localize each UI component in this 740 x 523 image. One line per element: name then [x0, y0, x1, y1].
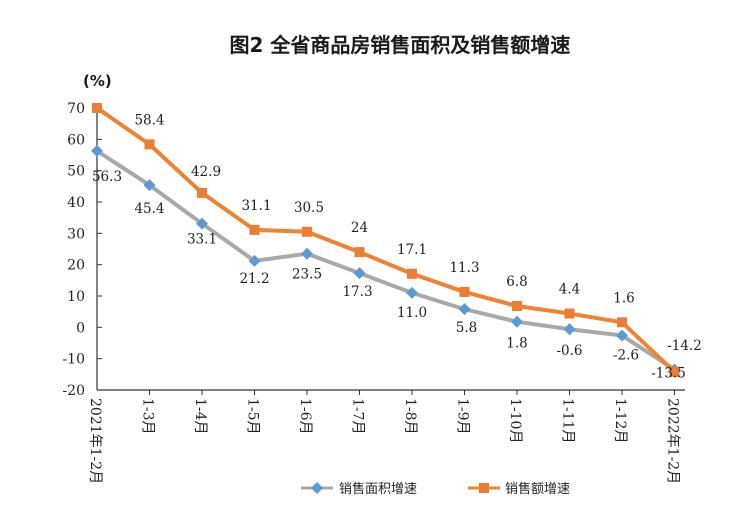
x-tick-label: 2022年1-2月 [665, 398, 681, 484]
y-tick-label: 70 [67, 101, 85, 117]
sales-amount-data-label: 58.4 [134, 112, 164, 128]
sales-area-point [458, 303, 471, 316]
sales-area-point [248, 254, 261, 267]
x-tick-label: 1-4月 [192, 398, 208, 435]
x-tick-label: 1-3月 [140, 398, 156, 435]
x-tick-label: 1-11月 [560, 398, 576, 443]
sales-area-data-label: 33.1 [187, 232, 217, 248]
sales-area-data-label: -0.6 [556, 343, 582, 359]
sales-area-data-label: 45.4 [134, 201, 164, 217]
sales-amount-data-label: 11.3 [449, 260, 479, 276]
sales-area-data-label: -2.6 [613, 347, 639, 363]
sales-area-data-label: 23.5 [292, 267, 322, 283]
x-tick-label: 1-12月 [612, 398, 628, 443]
sales-amount-point [354, 247, 365, 258]
sales-amount-data-label: 24 [351, 220, 368, 236]
legend-sales-amount-label: 销售额增速 [505, 481, 570, 497]
sales-amount-data-label: 4.4 [559, 282, 580, 298]
data-markers [91, 103, 681, 377]
x-tick-label: 1-9月 [455, 398, 471, 435]
y-tick-label: 10 [67, 289, 85, 305]
sales-area-point [406, 286, 418, 299]
sales-area-point [301, 247, 313, 260]
sales-area-point [511, 315, 523, 328]
y-tick-label: 20 [67, 258, 85, 274]
y-tick-label: 60 [67, 132, 85, 148]
legend-sales-area-marker [311, 482, 323, 494]
sales-amount-data-label: 1.6 [613, 290, 634, 306]
sales-area-point [196, 217, 208, 230]
y-tick-label: 50 [67, 164, 85, 180]
legend: 销售面积增速 销售额增速 [301, 481, 570, 497]
sales-amount-data-label: 6.8 [506, 274, 527, 290]
x-tick-label: 1-8月 [402, 398, 418, 435]
sales-amount-data-label: 17.1 [397, 242, 427, 258]
sales-area-point [143, 179, 156, 192]
sales-area-data-label: -13.5 [651, 366, 686, 382]
sales-area-point [616, 329, 628, 342]
x-axis-tick-labels: 2021年1-2月 1-3月 1-4月 1-5月 1-6月 1-7月 1-8月 1-9月 1-1… [87, 398, 681, 484]
series-lines [95, 106, 677, 374]
sales-area-point [353, 267, 366, 280]
sales-amount-point [617, 317, 627, 328]
y-tick-label: -20 [62, 383, 85, 399]
x-tick-label: 1-6月 [297, 398, 313, 435]
sales-area-data-label: 21.2 [239, 271, 269, 287]
sales-amount-point [459, 286, 470, 297]
legend-sales-amount-marker [479, 483, 489, 493]
x-tick-label: 1-5月 [245, 398, 261, 435]
sales-area-growth-line [95, 148, 677, 372]
sales-amount-point [407, 268, 417, 279]
sales-area-point [91, 144, 103, 157]
y-tick-label: 30 [67, 226, 85, 242]
sales-amount-data-label: 30.5 [294, 200, 324, 216]
x-tick-label: 1-7月 [350, 398, 366, 435]
sales-area-data-label: 5.8 [456, 320, 477, 336]
sales-area-point [563, 323, 576, 336]
data-labels: 56.3 45.4 33.1 21.2 23.5 17.3 11.0 5.8 1.8 -0.6 -2… [92, 112, 702, 381]
sales-area-data-label: 1.8 [506, 336, 527, 352]
sales-amount-data-label: 31.1 [241, 198, 271, 214]
sales-amount-point [564, 308, 575, 319]
sales-amount-point [144, 139, 155, 150]
sales-amount-point [249, 224, 260, 235]
sales-amount-growth-line [95, 106, 677, 374]
y-tick-label: 40 [67, 195, 85, 211]
y-tick-label: -10 [62, 352, 85, 368]
x-tick-label: 2021年1-2月 [87, 398, 103, 484]
x-tick-label: 1-10月 [507, 398, 523, 443]
sales-amount-point [669, 366, 680, 377]
axes: 70 60 50 40 30 20 10 0 -10 -20 [62, 101, 685, 399]
sales-area-data-label: 17.3 [342, 284, 372, 300]
sales-amount-point [92, 103, 102, 113]
sales-amount-data-label: 42.9 [191, 164, 221, 180]
sales-area-data-label: 11.0 [397, 305, 427, 321]
sales-amount-point [197, 187, 207, 198]
chart-title: 图2 全省商品房销售面积及销售额增速 [230, 33, 571, 57]
sales-amount-point [512, 301, 522, 312]
legend-sales-area-label: 销售面积增速 [339, 481, 417, 497]
sales-amount-data-label: -14.2 [667, 338, 702, 354]
y-axis-unit-label: (%) [83, 72, 112, 90]
y-tick-label: 0 [76, 320, 85, 336]
sales-area-data-label: 56.3 [92, 169, 122, 185]
sales-amount-point [302, 226, 312, 237]
